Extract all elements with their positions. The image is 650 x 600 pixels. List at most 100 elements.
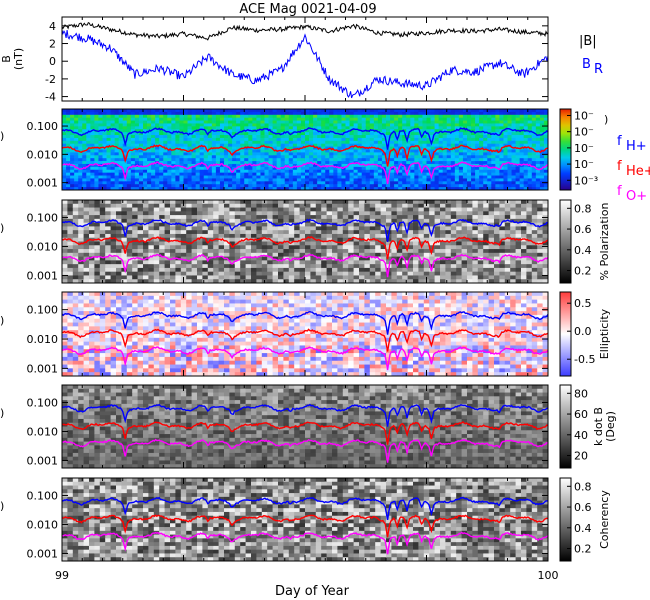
heatmap-cell [171,161,176,165]
heatmap-cell [377,152,383,156]
heatmap-cell [94,211,101,216]
heatmap-cell [202,260,209,265]
heatmap-cell [377,109,383,113]
heatmap-cell [143,172,148,176]
heatmap-cell [180,215,187,220]
heatmap-cell [116,249,122,254]
heatmap-cell [386,155,391,159]
heatmap-cell [462,152,468,156]
heatmap-cell [260,126,265,130]
heatmap-cell [386,137,391,142]
heatmap-cell [224,140,229,145]
heatmap-cell [499,132,504,136]
heatmap-cell [507,132,512,136]
heatmap-cell [394,175,399,179]
heatmap-cell [305,222,311,227]
heatmap-cell [535,111,541,116]
heatmap-cell [375,245,381,250]
heatmap-cell [126,114,132,119]
heatmap-cell [78,249,84,254]
heatmap-cell [67,203,74,208]
heatmap-cell [138,184,144,188]
heatmap-cell [353,252,360,257]
heatmap-cell [495,117,500,121]
heatmap-cell [349,132,354,136]
heatmap-cell [410,181,415,185]
heatmap-cell [310,222,317,227]
heatmap-cell [369,169,375,174]
heatmap-cell [531,184,537,188]
heatmap-cell [299,226,306,231]
heatmap-cell [122,137,128,142]
heatmap-cell [294,275,300,280]
heatmap-cell [180,207,187,212]
heatmap-cell [345,166,350,171]
heatmap-cell [348,203,354,208]
heatmap-cell [491,143,496,147]
heatmap-cell [207,143,213,147]
heatmap-cell [276,135,282,139]
heatmap-cell [118,169,124,174]
heatmap-cell [272,126,278,130]
heatmap-cell [163,117,168,121]
heatmap-cell [118,137,124,142]
heatmap-cell [499,126,504,130]
heatmap-cell [151,140,156,145]
heatmap-cell [83,267,90,273]
heatmap-cell [337,184,342,188]
heatmap-cell [475,169,480,174]
heatmap-cell [475,109,480,113]
heatmap-cell [148,249,155,254]
heatmap-cell [114,158,120,162]
heatmap-cell [276,123,282,127]
heatmap-cell [321,271,327,276]
heatmap-cell [353,233,360,239]
heatmap-cell [531,137,537,142]
heatmap-cell [126,184,132,188]
heatmap-cell [78,207,84,212]
heatmap-cell [72,241,79,246]
heatmap-cell [349,111,354,116]
heatmap-cell [333,175,338,179]
heatmap-cell [171,184,176,188]
heatmap-cell [132,215,138,220]
heatmap-cell [284,146,290,150]
heatmap-cell [309,172,314,176]
heatmap-cell [475,181,480,185]
heatmap-cell [333,123,338,127]
heatmap-cell [313,158,318,162]
heatmap-cell [292,181,298,185]
heatmap-cell [211,181,217,185]
heatmap-cell [261,245,268,250]
heatmap-cell [163,178,168,182]
heatmap-cell [283,260,290,265]
heatmap-cell [418,123,423,127]
heatmap-cell [228,161,233,165]
heatmap-cell [218,249,225,254]
heatmap-cell [446,123,452,127]
heatmap-cell [74,123,79,127]
heatmap-cell [332,200,338,205]
heatmap-cell [106,117,111,121]
heatmap-cell [74,163,79,168]
heatmap-cell [369,175,375,179]
heatmap-cell [353,207,360,212]
heatmap-cell [78,264,84,269]
heatmap-cell [326,267,333,273]
heatmap-cell [78,140,83,145]
heatmap-cell [187,158,192,162]
heatmap-cell [148,226,155,231]
heatmap-cell [446,137,452,142]
heatmap-cell [410,169,415,174]
heatmap-cell [191,123,197,127]
heatmap-cell [70,172,75,176]
heatmap-cell [170,264,176,269]
heatmap-cell [402,181,407,185]
heatmap-cell [244,187,249,191]
heatmap-cell [398,120,403,124]
heatmap-cell [288,135,294,139]
heatmap-cell [251,279,257,284]
heatmap-cell [207,256,214,261]
heatmap-cell [240,109,245,113]
heatmap-cell [218,200,225,205]
